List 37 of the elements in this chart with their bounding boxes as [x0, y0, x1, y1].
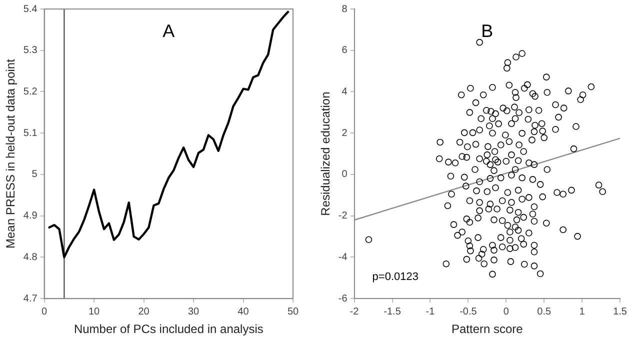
- x-tick-label: 30: [188, 306, 200, 318]
- y-tick-label: -2: [338, 210, 348, 222]
- x-tick-label: -1.5: [384, 306, 402, 318]
- y-tick-label: 4: [342, 86, 348, 98]
- y-tick-label: 4.7: [23, 293, 38, 304]
- x-tick-label: 40: [238, 306, 250, 318]
- x-tick-label: 20: [138, 306, 150, 318]
- y-tick-label: 5.2: [23, 86, 38, 98]
- x-tick-label: 0: [42, 306, 48, 318]
- y-tick-label: 2: [342, 128, 348, 139]
- y-axis-title: Residualized education: [318, 92, 333, 216]
- x-tick-label: -1: [426, 306, 436, 318]
- y-tick-label: 5: [32, 169, 38, 180]
- y-tick-label: 4.9: [23, 210, 38, 222]
- y-tick-label: 0: [342, 169, 348, 180]
- text: B: [481, 20, 494, 41]
- y-tick-label: 4.8: [23, 252, 38, 263]
- x-tick-label: -0.5: [460, 306, 478, 318]
- y-tick-label: 6: [342, 45, 348, 56]
- y-tick-label: 5.3: [23, 45, 38, 56]
- x-tick-label: 50: [287, 306, 299, 318]
- x-tick-label: -2: [350, 306, 360, 318]
- x-tick-label: 10: [88, 306, 100, 318]
- y-axis-title: Mean PRESS in held-out data point: [4, 58, 18, 249]
- y-tick-label: 8: [342, 4, 348, 15]
- x-axis-title: Number of PCs included in analysis: [74, 322, 264, 336]
- x-tick-label: 1.5: [613, 306, 628, 318]
- x-tick-label: 0: [503, 306, 510, 318]
- y-tick-label: 5.1: [23, 128, 38, 139]
- x-tick-label: 1: [579, 306, 586, 318]
- annotation: p=0.0123: [372, 271, 418, 284]
- y-tick-label: -4: [338, 252, 348, 263]
- y-tick-label: 5.4: [23, 4, 38, 15]
- y-tick-label: -6: [338, 293, 348, 304]
- text: A: [162, 20, 175, 41]
- x-axis-title: Pattern score: [451, 322, 524, 336]
- x-tick-label: 0.5: [537, 306, 552, 318]
